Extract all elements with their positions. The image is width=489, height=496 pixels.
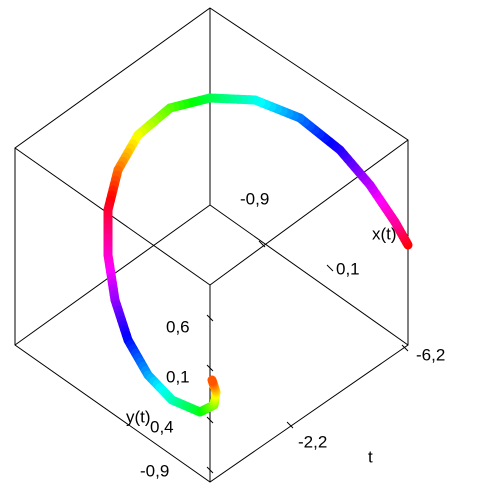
tick-label: 0,6 — [166, 317, 190, 336]
tick-mark — [206, 314, 214, 322]
box-edge — [209, 139, 409, 286]
box-edge — [209, 204, 409, 346]
x-axis-label: x(t) — [372, 224, 397, 243]
tick-mark — [286, 421, 294, 429]
tick-mark — [258, 240, 266, 248]
tick-mark — [326, 264, 334, 272]
tick-mark — [401, 344, 409, 352]
tick-label: 0,1 — [336, 259, 360, 278]
curve-segment — [207, 375, 217, 386]
tick-label: 0,1 — [166, 367, 190, 386]
tick-label: -2,2 — [298, 432, 327, 451]
tick-label: -6,2 — [416, 345, 445, 364]
y-axis-label: y(t) — [126, 407, 151, 426]
tick-mark — [206, 416, 214, 424]
space-curve — [103, 93, 413, 417]
tick-label: -0,9 — [240, 189, 269, 208]
z-axis-label: t — [368, 447, 373, 466]
tick-mark — [206, 466, 214, 474]
tick-label: 0,4 — [150, 417, 174, 436]
tick-label: -0,9 — [140, 461, 169, 480]
tick-mark — [206, 364, 214, 372]
